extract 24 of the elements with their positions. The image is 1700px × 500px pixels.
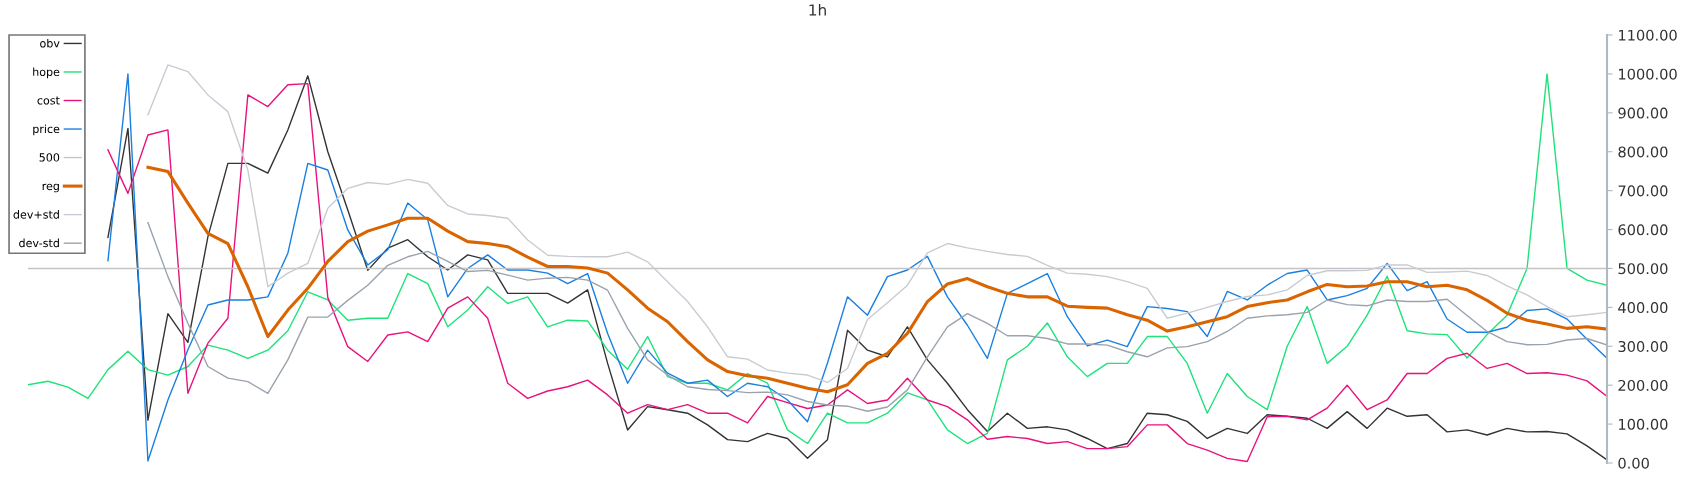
y-tick-label: 1100.00 <box>1619 29 1677 41</box>
legend-label: cost <box>37 96 60 105</box>
y-tick-label: 500.00 <box>1618 263 1668 275</box>
legend-label: price <box>33 124 60 136</box>
legend-label: hope <box>33 67 60 79</box>
y-tick-label: 100.00 <box>1619 418 1668 430</box>
y-tick-label: 600.00 <box>1618 224 1668 236</box>
line-series <box>146 165 1607 394</box>
y-tick-label: 300.00 <box>1618 340 1668 353</box>
legend-label: reg <box>42 183 59 193</box>
y-tick-label: 700.00 <box>1618 185 1668 197</box>
line-series <box>147 64 1607 384</box>
y-tick-label: 200.00 <box>1618 379 1668 391</box>
y-tick-label: 1000.00 <box>1619 68 1677 80</box>
line-series <box>147 221 1607 412</box>
chart-title: 1h <box>809 3 826 16</box>
legend-label: 500 <box>39 153 60 162</box>
y-tick-label: 900.00 <box>1618 107 1668 119</box>
y-tick-label: 0.00 <box>1618 457 1649 469</box>
y-tick-label: 800.00 <box>1618 146 1668 158</box>
legend-label: dev-std <box>19 238 59 248</box>
legend-label: dev+std <box>13 210 59 219</box>
y-tick-label: 400.00 <box>1618 302 1668 314</box>
legend-label: obv <box>40 38 60 48</box>
